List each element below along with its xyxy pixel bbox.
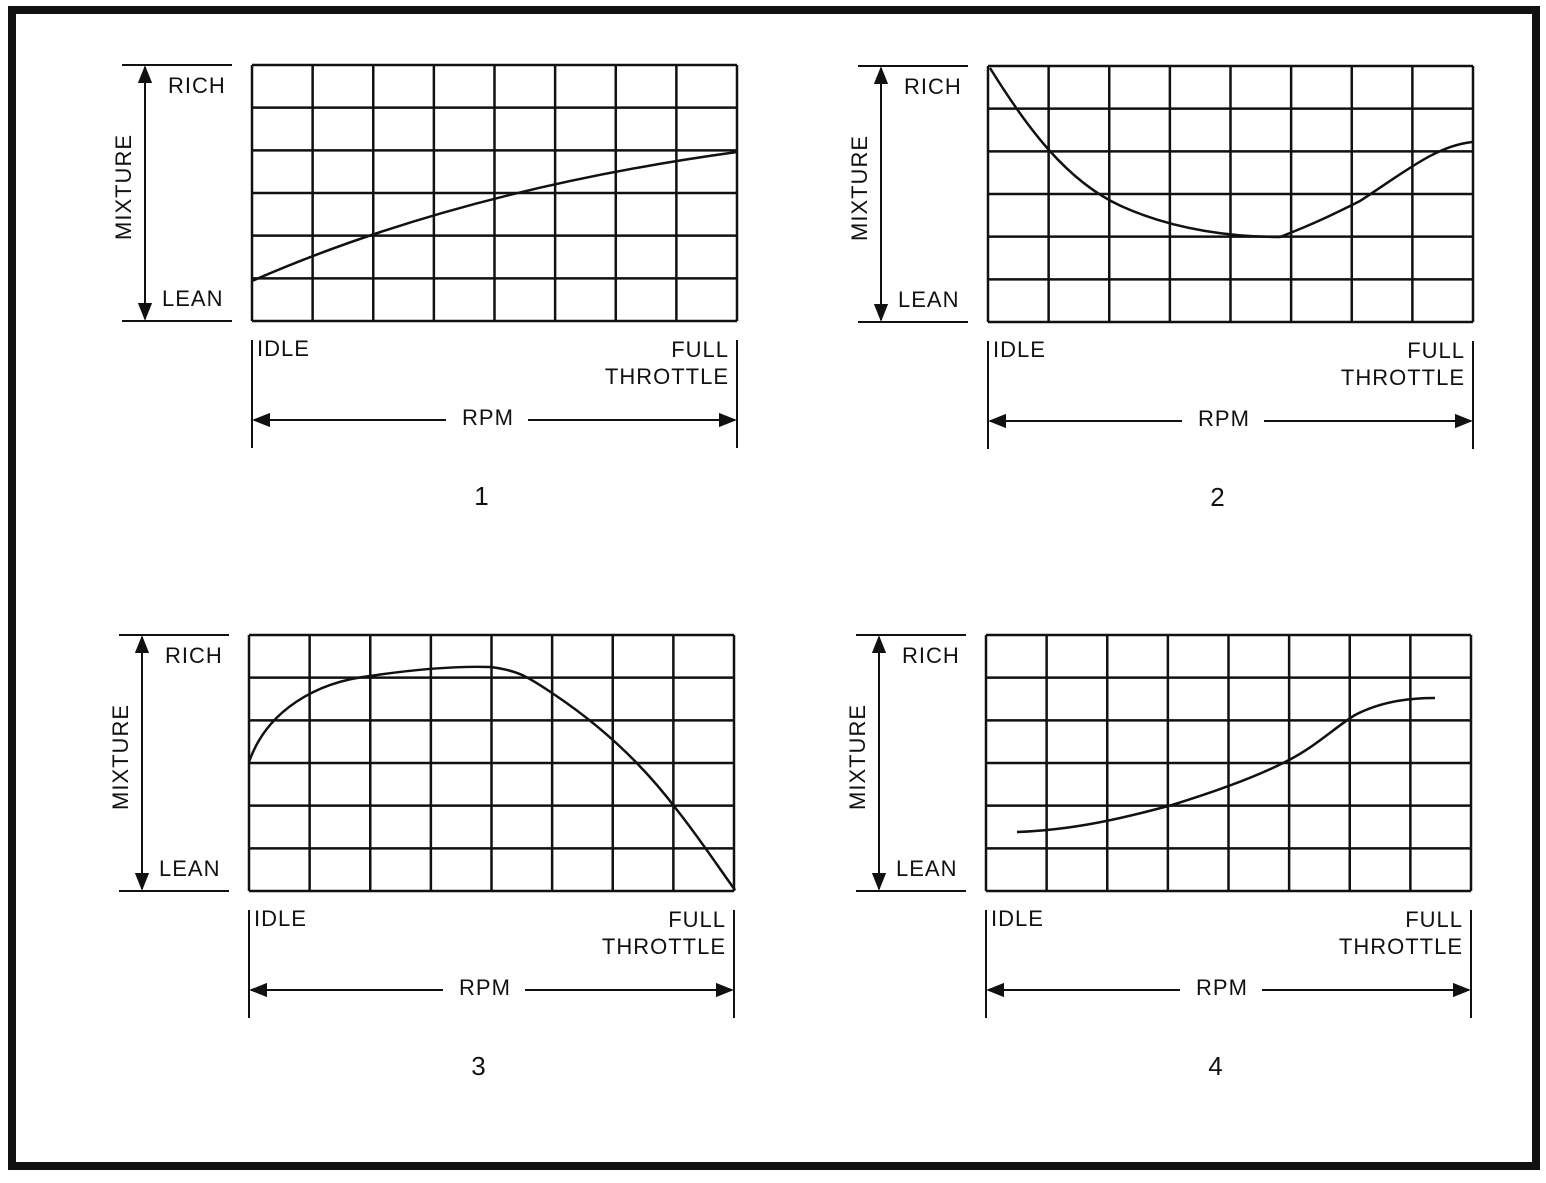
frame [8, 6, 1540, 1170]
panel-number: 2 [1210, 482, 1225, 512]
idle-label: IDLE [991, 906, 1044, 931]
full-label: FULL [1407, 338, 1465, 363]
rich-label: RICH [902, 643, 960, 668]
throttle-label: THROTTLE [602, 934, 726, 959]
lean-label: LEAN [898, 287, 959, 312]
panel-number: 1 [474, 481, 489, 511]
idle-label: IDLE [257, 336, 310, 361]
curve [1016, 696, 1436, 834]
y-axis-label: MIXTURE [847, 135, 872, 241]
curve [251, 150, 738, 283]
lean-label: LEAN [896, 856, 957, 881]
grid [984, 633, 1473, 893]
full-label: FULL [668, 907, 726, 932]
throttle-label: THROTTLE [1339, 934, 1463, 959]
panel-number: 4 [1208, 1051, 1223, 1081]
curve [247, 665, 737, 891]
x-axis-label: RPM [462, 405, 514, 430]
lean-label: LEAN [162, 286, 223, 311]
y-axis-label: MIXTURE [108, 704, 133, 810]
grid [986, 64, 1475, 324]
full-label: FULL [671, 337, 729, 362]
full-label: FULL [1405, 907, 1463, 932]
rich-label: RICH [904, 74, 962, 99]
curve [988, 67, 1473, 239]
throttle-label: THROTTLE [1341, 365, 1465, 390]
grid [250, 63, 739, 323]
rich-label: RICH [168, 73, 226, 98]
y-axis-label: MIXTURE [111, 134, 136, 240]
x-axis-label: RPM [1198, 406, 1250, 431]
grid [247, 633, 736, 893]
rich-label: RICH [165, 643, 223, 668]
idle-label: IDLE [993, 337, 1046, 362]
panel-number: 3 [471, 1051, 486, 1081]
x-axis-label: RPM [1196, 975, 1248, 1000]
y-axis-label: MIXTURE [845, 704, 870, 810]
x-axis-label: RPM [459, 975, 511, 1000]
lean-label: LEAN [159, 856, 220, 881]
throttle-label: THROTTLE [605, 364, 729, 389]
idle-label: IDLE [254, 906, 307, 931]
